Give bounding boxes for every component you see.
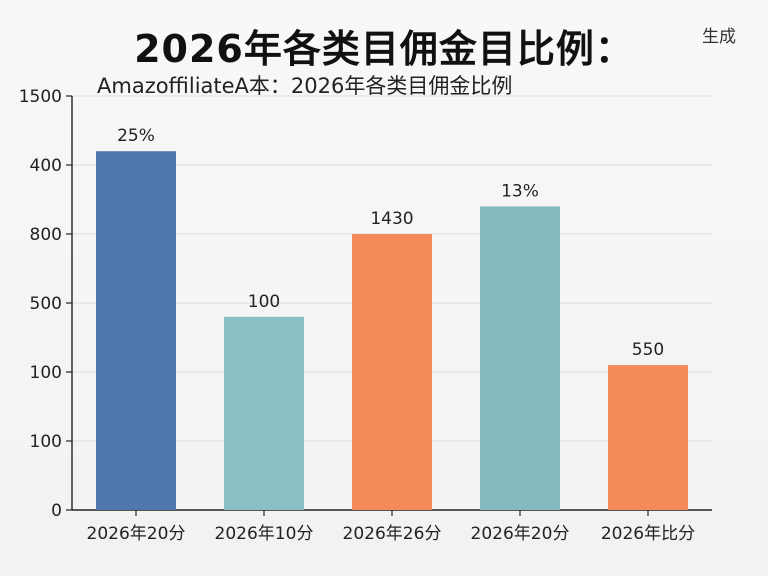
bar bbox=[480, 206, 560, 510]
chart-subtitle: AmazoffiliateA本：2026年各类目佣金比例 bbox=[97, 74, 513, 98]
bar bbox=[608, 365, 688, 510]
corner-note: 生成 bbox=[702, 27, 736, 47]
data-label: 25% bbox=[117, 126, 155, 146]
x-tick-label: 2026年20分 bbox=[471, 524, 570, 544]
bar bbox=[224, 316, 304, 510]
y-tick-label: 100 bbox=[30, 363, 62, 383]
data-label: 1430 bbox=[370, 209, 413, 229]
data-label: 550 bbox=[632, 340, 664, 360]
x-tick-label: 2026年20分 bbox=[87, 524, 186, 544]
data-label: 100 bbox=[248, 292, 280, 312]
y-tick-label: 100 bbox=[30, 432, 62, 452]
bar bbox=[352, 234, 432, 510]
x-tick-label: 2026年比分 bbox=[601, 524, 695, 544]
y-tick-label: 0 bbox=[51, 501, 62, 521]
x-tick-label: 2026年10分 bbox=[215, 524, 314, 544]
x-tick-label: 2026年26分 bbox=[343, 524, 442, 544]
bar bbox=[96, 151, 176, 510]
chart-title: 2026年各类目佣金目比例： bbox=[134, 27, 634, 71]
y-tick-label: 800 bbox=[30, 225, 62, 245]
y-tick-label: 400 bbox=[30, 156, 62, 176]
y-tick-label: 500 bbox=[30, 294, 62, 314]
y-tick-label: 1500 bbox=[19, 87, 62, 107]
data-label: 13% bbox=[501, 181, 539, 201]
